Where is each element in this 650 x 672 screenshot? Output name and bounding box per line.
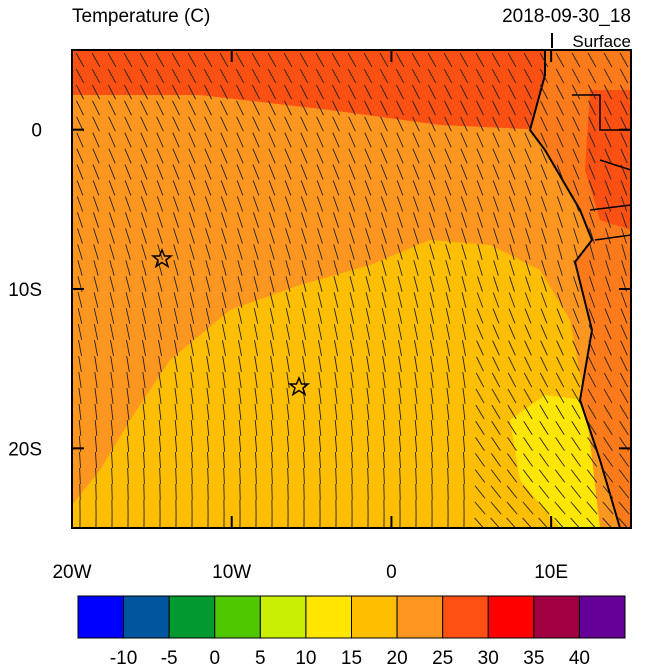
x-tick-label: 20W bbox=[52, 562, 91, 583]
x-tick-label: 10W bbox=[212, 562, 251, 583]
colorbar-label: -5 bbox=[161, 648, 178, 667]
y-tick-label: 20S bbox=[8, 439, 42, 460]
title: Temperature (C) bbox=[72, 6, 210, 27]
y-tick-label: 0 bbox=[31, 121, 42, 142]
colorbar-box bbox=[534, 596, 580, 638]
x-tick-label: 0 bbox=[386, 562, 397, 583]
colorbar: -10 -5 0 5 10 15 20 25 30 35 40 bbox=[78, 596, 625, 667]
colorbar-label: 0 bbox=[209, 648, 220, 667]
colorbar-box bbox=[124, 596, 170, 638]
colorbar-label: 35 bbox=[523, 648, 544, 667]
colorbar-label: 25 bbox=[432, 648, 453, 667]
colorbar-box bbox=[260, 596, 306, 638]
timestamp: 2018-09-30_18 bbox=[502, 6, 631, 27]
colorbar-box bbox=[397, 596, 443, 638]
map-field bbox=[72, 50, 631, 532]
colorbar-label: 15 bbox=[341, 648, 362, 667]
colorbar-box bbox=[306, 596, 352, 638]
colorbar-label: 40 bbox=[569, 648, 590, 667]
colorbar-box bbox=[488, 596, 534, 638]
level-label: Surface bbox=[572, 32, 631, 51]
colorbar-box bbox=[78, 596, 124, 638]
x-tick-label: 10E bbox=[534, 562, 568, 583]
colorbar-label: 30 bbox=[478, 648, 499, 667]
colorbar-label: 10 bbox=[295, 648, 316, 667]
colorbar-label: -10 bbox=[110, 648, 137, 667]
y-tick-label: 10S bbox=[8, 280, 42, 301]
colorbar-box bbox=[352, 596, 398, 638]
colorbar-label: 20 bbox=[387, 648, 408, 667]
colorbar-box bbox=[443, 596, 489, 638]
colorbar-box bbox=[579, 596, 625, 638]
colorbar-box bbox=[169, 596, 215, 638]
colorbar-label: 5 bbox=[255, 648, 266, 667]
colorbar-box bbox=[215, 596, 261, 638]
